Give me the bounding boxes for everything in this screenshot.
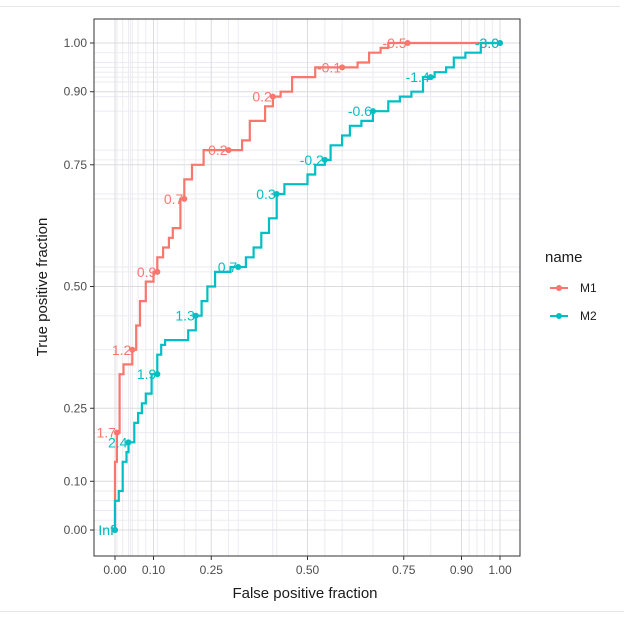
cutoff-label-m2: 0.3	[256, 186, 276, 202]
cutoff-point-m2	[235, 264, 242, 271]
cutoff-point-m2	[497, 40, 503, 46]
cutoff-label-m1: 0.2	[208, 142, 228, 158]
cutoff-point-m2	[112, 527, 118, 533]
cutoff-label-m1: 1.2	[112, 342, 132, 358]
legend: name M1 M2	[545, 249, 597, 323]
y-tick-label: 0.90	[64, 85, 88, 99]
bottom-divider	[0, 611, 624, 612]
y-tick-label: 0.50	[64, 280, 88, 294]
cutoff-point-m2	[192, 312, 199, 319]
cutoff-point-m1	[339, 64, 346, 71]
x-tick-label: 0.00	[103, 563, 127, 577]
x-tick-label: 0.50	[296, 563, 320, 577]
cutoff-point-m1	[181, 195, 188, 202]
y-tick-label: 0.10	[64, 474, 88, 488]
legend-key-point-m2	[556, 313, 562, 319]
cutoff-point-m2	[369, 108, 376, 115]
x-axis-ticks: 0.00 0.10 0.25 0.50 0.75 0.90 1.00	[103, 556, 512, 577]
cutoff-label-m1: -0.5	[382, 35, 406, 51]
cutoff-point-m2	[125, 439, 132, 446]
cutoff-label-m2: 0.7	[218, 259, 238, 275]
cutoff-point-m2	[427, 74, 434, 81]
cutoff-point-m1	[225, 147, 232, 154]
x-tick-label: 0.75	[392, 563, 416, 577]
cutoff-label-m1: Inf	[98, 522, 114, 538]
y-axis-title: True positive fraction	[34, 218, 51, 357]
x-tick-label: 1.00	[488, 563, 512, 577]
cutoff-label-m1: 0.2	[252, 89, 272, 105]
cutoff-label-m1: 1.7	[96, 425, 116, 441]
cutoff-label-m2: -1.4	[406, 69, 430, 85]
cutoff-point-m1	[154, 268, 161, 275]
y-tick-label: 1.00	[64, 36, 88, 50]
cutoff-label-m2: -0.2	[300, 152, 324, 168]
grid	[94, 19, 520, 556]
cutoff-point-m1	[269, 93, 276, 100]
top-divider	[0, 6, 620, 7]
cutoff-point-m2	[273, 190, 280, 197]
series-line-m2	[113, 41, 500, 530]
series-markers	[112, 40, 503, 533]
cutoff-point-m1	[113, 429, 120, 436]
cutoff-label-m1: 0.9	[137, 264, 157, 280]
x-tick-label: 0.25	[200, 563, 224, 577]
cutoff-point-m2	[154, 371, 161, 378]
x-tick-label: 0.10	[142, 563, 166, 577]
cutoff-point-m1	[129, 346, 136, 353]
cutoff-label-m1: -0.1	[317, 59, 341, 75]
y-axis-ticks: 0.00 0.10 0.25 0.50 0.75 0.90 1.00	[64, 36, 94, 537]
y-tick-label: 0.00	[64, 523, 88, 537]
legend-label-m2: M2	[580, 309, 597, 323]
cutoff-label-m2: -3.0	[475, 35, 499, 51]
cutoff-label-m2: Inf	[98, 522, 114, 538]
cutoff-label-m2: 2.4	[108, 434, 128, 450]
cutoff-label-m2: 1.3	[175, 308, 195, 324]
cutoff-point-m2	[321, 156, 328, 163]
cutoff-label-m2: 1.9	[137, 366, 157, 382]
cutoff-label-m1: 0.7	[164, 191, 184, 207]
legend-label-m1: M1	[580, 281, 597, 295]
x-tick-label: 0.90	[450, 563, 474, 577]
cutoff-label-m1: -3.0	[475, 35, 499, 51]
y-tick-label: 0.75	[64, 158, 88, 172]
cutoff-label-m2: -0.6	[348, 103, 372, 119]
x-axis-title: False positive fraction	[232, 585, 377, 602]
legend-key-point-m1	[556, 285, 562, 291]
legend-title: name	[545, 249, 583, 266]
y-tick-label: 0.25	[64, 401, 88, 415]
cutoff-point-m1	[404, 40, 411, 46]
